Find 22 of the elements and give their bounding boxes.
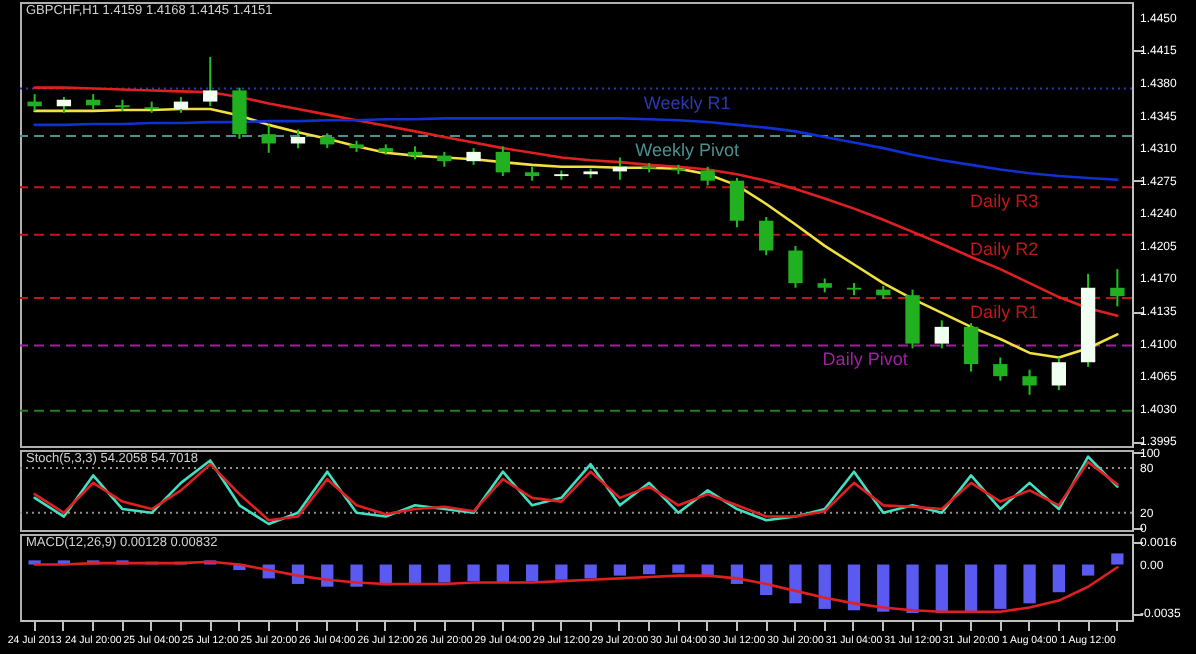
ref-line-label: Daily R2 [970, 238, 1039, 259]
candlestick [963, 322, 979, 373]
ref-line-label: Weekly Pivot [635, 140, 741, 161]
candlestick [1110, 268, 1125, 308]
ref-line-label: Daily R3 [970, 191, 1039, 212]
candlestick [1051, 356, 1067, 392]
candlestick [934, 319, 949, 350]
ref-line-label: Daily Pivot [822, 349, 909, 370]
candlestick [759, 216, 774, 257]
ref-line-label: Weekly R1 [643, 92, 731, 113]
candlestick [290, 128, 306, 150]
candlestick [1022, 368, 1037, 396]
line-series [33, 560, 1119, 613]
candlestick [232, 86, 247, 140]
candlestick [700, 165, 715, 187]
candlestick [495, 145, 511, 178]
candlestick [729, 176, 745, 229]
candlestick [788, 244, 803, 289]
candlestick [261, 123, 276, 154]
candlestick [203, 55, 218, 108]
candlestick [993, 356, 1008, 382]
ref-line-label: Daily R1 [970, 302, 1039, 322]
